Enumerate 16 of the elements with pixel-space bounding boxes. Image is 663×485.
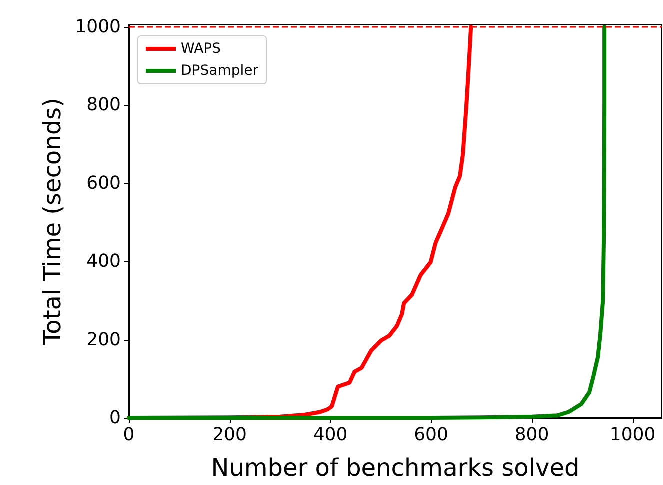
y-tick-label: 200: [86, 329, 121, 350]
y-tick-label: 0: [110, 408, 121, 428]
legend-label: DPSampler: [181, 63, 259, 79]
y-tick-label: 400: [86, 251, 121, 272]
x-tick-label: 400: [313, 424, 348, 446]
y-tick-label: 800: [86, 94, 121, 116]
y-tick-label: 1000: [75, 16, 121, 38]
x-axis-title: Number of benchmarks solved: [211, 454, 580, 482]
y-axis-title: Total Time (seconds): [38, 98, 66, 346]
x-tick-label: 800: [514, 424, 550, 446]
x-tick-label: 1000: [610, 424, 656, 446]
x-tick-label: 0: [123, 424, 135, 446]
x-tick-label: 600: [414, 424, 448, 446]
y-tick-label: 600: [86, 172, 121, 194]
x-tick-label: 200: [212, 424, 247, 446]
legend-label: WAPS: [181, 41, 222, 57]
